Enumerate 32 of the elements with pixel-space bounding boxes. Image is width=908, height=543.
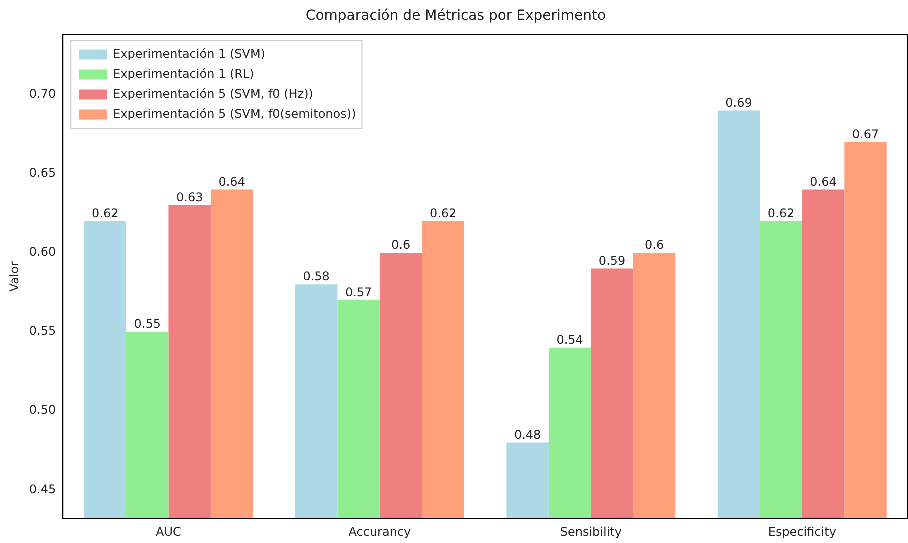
chart-title: Comparación de Métricas por Experimento <box>306 8 606 24</box>
data-label: 0.57 <box>345 286 372 300</box>
data-label: 0.48 <box>514 428 542 442</box>
data-label: 0.55 <box>134 317 161 332</box>
y-tick-label: 0.65 <box>29 166 56 180</box>
data-label: 0.69 <box>726 96 752 110</box>
data-label: 0.62 <box>768 206 795 220</box>
legend-label: Experimentación 5 (SVM, f0 (Hz)) <box>113 86 314 101</box>
data-label: 0.58 <box>303 270 330 284</box>
data-label: 0.62 <box>92 206 119 220</box>
data-label: 0.63 <box>176 190 204 205</box>
data-label: 0.64 <box>218 174 246 189</box>
y-axis-title: Valor <box>7 262 22 292</box>
y-tick-label: 0.70 <box>29 87 56 102</box>
x-tick-label: Accurancy <box>348 524 412 539</box>
x-tick-label: AUC <box>156 524 182 539</box>
data-label: 0.6 <box>644 238 664 252</box>
y-tick-label: 0.50 <box>29 403 56 418</box>
data-label: 0.54 <box>556 332 584 347</box>
data-label: 0.67 <box>852 127 880 142</box>
x-tick-label: Sensibility <box>560 524 622 539</box>
legend-label: Experimentación 5 (SVM, f0(semitonos)) <box>113 106 356 121</box>
legend-label: Experimentación 1 (SVM) <box>113 46 266 61</box>
y-tick-label: 0.55 <box>29 324 56 338</box>
y-tick-label: 0.45 <box>29 482 56 496</box>
data-label: 0.64 <box>810 174 837 189</box>
y-tick-label: 0.60 <box>29 245 56 260</box>
x-tick-label: Especificity <box>768 524 836 539</box>
data-label: 0.59 <box>598 254 626 268</box>
legend-label: Experimentación 1 (RL) <box>113 66 254 81</box>
data-label: 0.62 <box>430 206 457 220</box>
data-label: 0.6 <box>392 238 411 252</box>
